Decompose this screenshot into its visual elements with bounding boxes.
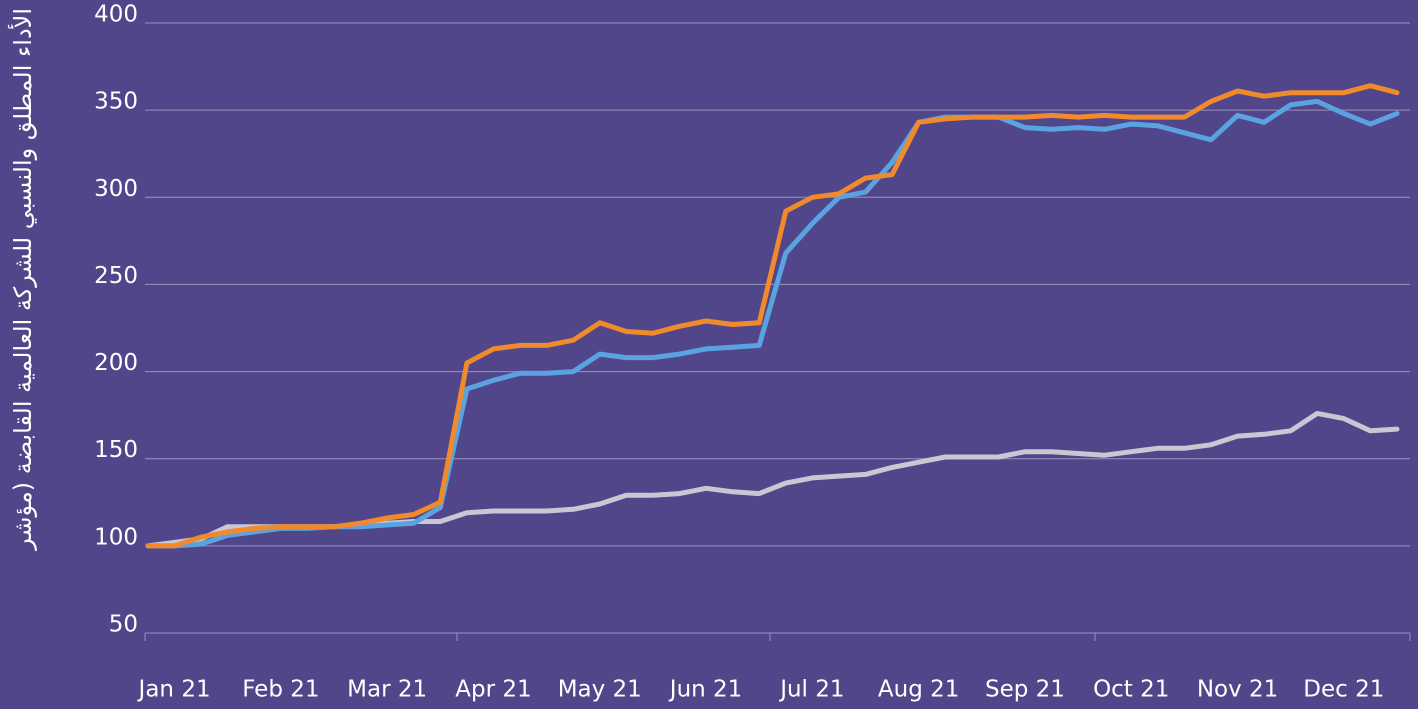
x-tick-label: Jan 21 bbox=[137, 677, 211, 703]
x-tick-label: Mar 21 bbox=[347, 677, 427, 703]
y-tick-label: 400 bbox=[94, 2, 138, 28]
x-tick-label: Nov 21 bbox=[1197, 677, 1278, 703]
x-tick-label: Jun 21 bbox=[668, 677, 743, 703]
x-tick-label: Aug 21 bbox=[878, 677, 960, 703]
x-tick-label: Oct 21 bbox=[1093, 677, 1169, 703]
x-tick-label: May 21 bbox=[558, 677, 642, 703]
series-line bbox=[145, 98, 1400, 549]
series-line bbox=[145, 83, 1400, 549]
x-tick-label: Jul 21 bbox=[778, 677, 844, 703]
y-tick-label: 200 bbox=[94, 350, 138, 376]
y-axis-title: الأداء المطلق والنسبي للشركة العالمية ال… bbox=[8, 8, 37, 551]
x-tick-label: Feb 21 bbox=[242, 677, 319, 703]
y-tick-label: 150 bbox=[94, 437, 138, 463]
y-tick-label: 250 bbox=[94, 263, 138, 289]
y-tick-label: 50 bbox=[109, 612, 138, 638]
x-tick-label: Dec 21 bbox=[1303, 677, 1384, 703]
y-tick-label: 350 bbox=[94, 89, 138, 115]
y-tick-label: 100 bbox=[94, 524, 138, 550]
x-tick-label: Sep 21 bbox=[985, 677, 1065, 703]
x-tick-label: Apr 21 bbox=[455, 677, 531, 703]
y-tick-label: 300 bbox=[94, 176, 138, 202]
